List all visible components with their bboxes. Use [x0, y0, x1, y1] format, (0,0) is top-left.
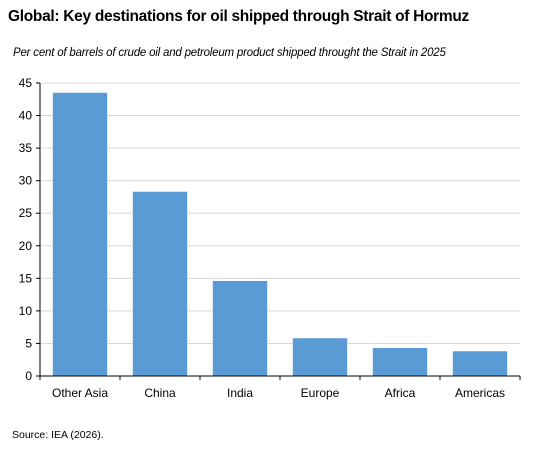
y-tick-label: 40: [19, 109, 33, 123]
y-tick-label: 25: [19, 206, 33, 220]
x-tick-label: Other Asia: [52, 386, 108, 400]
y-tick-label: 5: [25, 336, 32, 350]
chart-title: Global: Key destinations for oil shipped…: [8, 8, 470, 25]
bar-india: [212, 280, 268, 376]
y-tick-label: 35: [19, 141, 33, 155]
y-tick-label: 10: [19, 304, 33, 318]
bar-europe: [292, 338, 348, 376]
gridlines: [40, 82, 520, 344]
tick-labels: 0 5 10 15 20 25 30 35 40 45 Other Asia China India Eu…: [19, 76, 505, 400]
y-tick-label: 45: [19, 76, 33, 90]
y-tick-label: 0: [25, 369, 32, 383]
x-tick-label: India: [227, 386, 253, 400]
bar-americas: [452, 351, 508, 376]
bar-other-asia: [52, 92, 108, 377]
source-note: Source: IEA (2026).: [12, 429, 104, 441]
axes: [36, 82, 521, 380]
x-tick-label: Americas: [455, 386, 505, 400]
chart-subtitle: Per cent of barrels of crude oil and pet…: [13, 47, 446, 59]
y-tick-label: 30: [19, 174, 33, 188]
y-tick-label: 20: [19, 239, 33, 253]
bar-africa: [372, 348, 428, 376]
x-tick-label: Europe: [301, 386, 340, 400]
y-tick-label: 15: [19, 271, 33, 285]
x-tick-label: China: [144, 386, 176, 400]
bars: [52, 92, 508, 377]
x-tick-label: Africa: [385, 386, 416, 400]
bar-china: [132, 191, 188, 376]
